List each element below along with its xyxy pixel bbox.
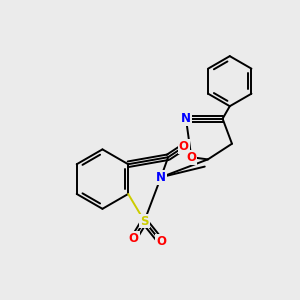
Text: O: O (186, 151, 196, 164)
Text: N: N (181, 112, 191, 125)
Text: S: S (140, 214, 148, 227)
Text: O: O (129, 232, 139, 245)
Text: O: O (156, 235, 166, 248)
Text: N: N (156, 171, 166, 184)
Text: O: O (179, 140, 189, 153)
